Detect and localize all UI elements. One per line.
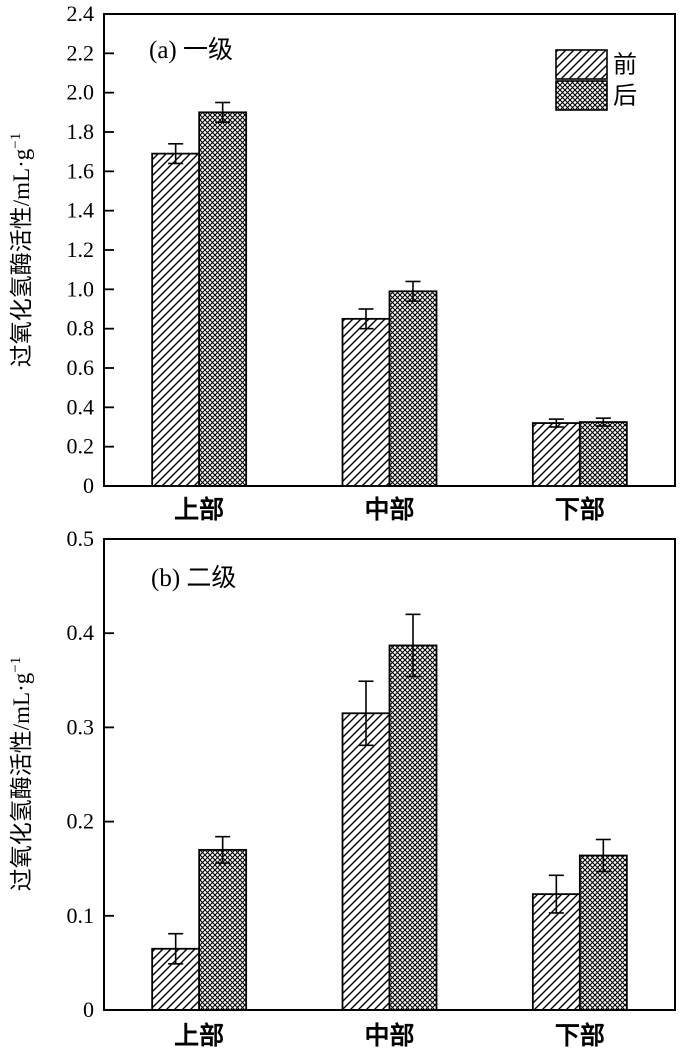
y-tick-label: 0 xyxy=(83,473,94,498)
errorbar-before-2 xyxy=(358,308,374,330)
y-tick-label: 0.3 xyxy=(67,714,95,739)
bar-after-3 xyxy=(578,421,628,487)
bar-before-3 xyxy=(531,422,581,487)
y-tick-label: 0.4 xyxy=(67,620,95,645)
errorbar-after-2 xyxy=(405,613,421,678)
y-tick-label: 2.2 xyxy=(67,40,95,65)
errorbar-before-1 xyxy=(168,143,184,165)
y-tick-label: 2.4 xyxy=(67,1,95,26)
errorbar-before-2 xyxy=(358,680,374,747)
bar-after-2 xyxy=(388,290,438,487)
panel-title: (b) 二级 xyxy=(151,564,236,592)
y-tick-label: 1.6 xyxy=(67,158,95,183)
errorbar-after-3 xyxy=(595,417,611,427)
x-category-label: 上部 xyxy=(174,495,224,524)
bar-before-2 xyxy=(341,317,391,487)
y-tick-label: 0.4 xyxy=(67,394,95,419)
panel-b: 0 0.1 0.2 0.3 0.4 0.5 上部 中部 下部 (b) 二级过氧化氢酶活性/mL·g… xyxy=(8,526,676,1050)
legend-swatch-after xyxy=(555,80,608,111)
errorbar-after-1 xyxy=(215,101,231,123)
legend: 前后 xyxy=(555,49,637,111)
x-category-label: 中部 xyxy=(364,1021,414,1050)
y-tick-label: 1.4 xyxy=(67,198,95,223)
errorbar-after-1 xyxy=(215,835,231,864)
errorbar-before-3 xyxy=(548,874,564,914)
y-tick-label: 0.6 xyxy=(67,355,95,380)
legend-label-before: 前 xyxy=(613,52,637,79)
y-axis-label: 过氧化氢酶活性/mL·g−1 xyxy=(8,133,34,367)
y-tick-label: 0.8 xyxy=(67,316,95,341)
errorbar-after-2 xyxy=(405,280,421,302)
y-tick-label: 1.0 xyxy=(67,276,95,301)
bar-after-1 xyxy=(198,848,248,1011)
bar-after-2 xyxy=(388,644,438,1011)
y-tick-label: 0.2 xyxy=(67,434,95,459)
x-category-label: 下部 xyxy=(555,495,605,524)
errorbar-before-1 xyxy=(168,932,184,965)
panel-a: 0 0.2 0.4 0.6 0.8 1.0 1.2 1.4 1.6 1.8 2.0 2.2 2.4 上部 中… xyxy=(8,1,676,524)
errorbar-before-3 xyxy=(548,418,564,428)
plot-frame xyxy=(103,13,676,487)
legend-label-after: 后 xyxy=(613,83,637,110)
bar-before-1 xyxy=(151,152,201,487)
panel-title: (a) 一级 xyxy=(149,36,233,64)
y-tick-label: 0.5 xyxy=(67,526,95,551)
y-tick-label: 2.0 xyxy=(67,80,95,105)
bar-after-3 xyxy=(578,854,628,1011)
y-tick-label: 0.1 xyxy=(67,903,95,928)
legend-swatch-before xyxy=(555,49,608,80)
bar-before-2 xyxy=(341,712,391,1011)
x-category-label: 上部 xyxy=(174,1021,224,1050)
y-tick-label: 0 xyxy=(83,997,94,1022)
bar-after-1 xyxy=(198,111,248,487)
y-axis-label: 过氧化氢酶活性/mL·g−1 xyxy=(8,657,34,891)
x-category-label: 下部 xyxy=(555,1021,605,1050)
y-tick-label: 1.2 xyxy=(67,237,95,262)
y-tick-label: 1.8 xyxy=(67,119,95,144)
errorbar-after-3 xyxy=(595,838,611,873)
y-tick-label: 0.2 xyxy=(67,809,95,834)
plot-frame xyxy=(103,538,676,1011)
x-category-label: 中部 xyxy=(364,495,414,524)
